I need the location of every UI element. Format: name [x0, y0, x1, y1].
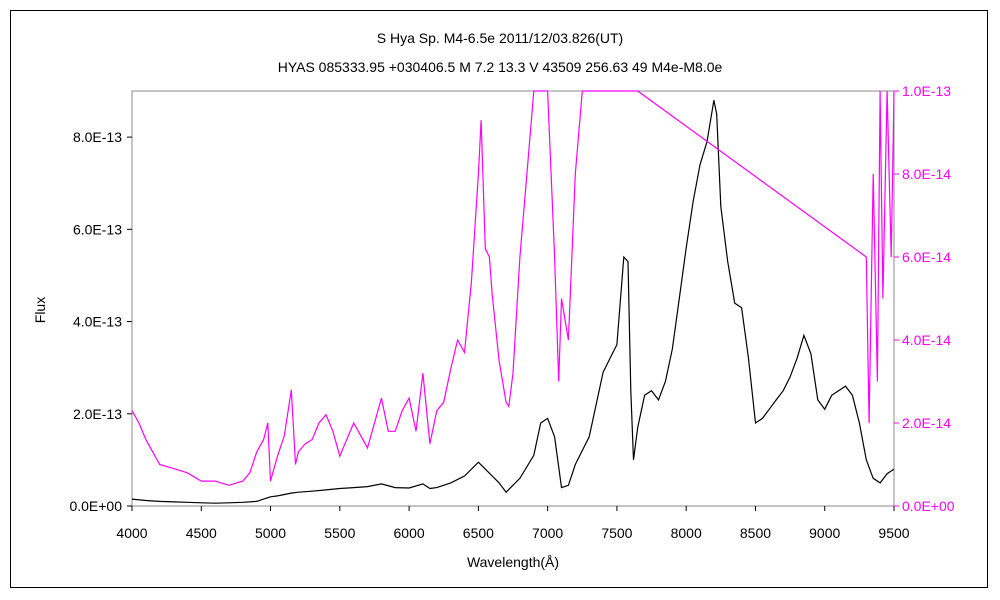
x-tick-label: 9000 [809, 525, 840, 541]
x-tick-label: 7500 [601, 525, 632, 541]
x-tick-label: 5500 [324, 525, 355, 541]
x-axis-label: Wavelength(Å) [467, 554, 559, 570]
y-tick-label-left: 0.0E+00 [69, 498, 122, 514]
x-tick-label: 5000 [255, 525, 286, 541]
y-axis-label: Flux [32, 297, 48, 323]
y-tick-label-left: 8.0E-13 [73, 129, 122, 145]
y-tick-label-left: 6.0E-13 [73, 221, 122, 237]
black-spectrum-line [131, 100, 895, 504]
x-tick-label: 7000 [532, 525, 563, 541]
x-tick-label: 4500 [186, 525, 217, 541]
y-tick-label-left: 4.0E-13 [73, 314, 122, 330]
plot-area [131, 90, 895, 507]
x-tick-label: 9500 [878, 525, 909, 541]
x-tick-label: 8000 [671, 525, 702, 541]
chart-title: S Hya Sp. M4-6.5e 2011/12/03.826(UT) [377, 30, 623, 46]
y-tick-label-right: 0.0E+00 [902, 498, 955, 514]
x-axis: 4000 4500 5000 5500 6000 6500 7000 7500 8000 8500… [116, 506, 910, 541]
y-tick-label-right: 4.0E-14 [902, 332, 951, 348]
x-tick-label: 4000 [116, 525, 147, 541]
chart-frame [10, 10, 988, 588]
y-tick-label-right: 8.0E-14 [902, 166, 951, 182]
magenta-spectrum-line [131, 90, 895, 486]
y-axis-right: 0.0E+00 2.0E-14 4.0E-14 6.0E-14 8.0E-14 1.0E-… [894, 83, 955, 514]
series-lines [131, 90, 895, 504]
x-tick-label: 8500 [740, 525, 771, 541]
x-tick-label: 6500 [463, 525, 494, 541]
y-tick-label-right: 2.0E-14 [902, 415, 951, 431]
x-tick-label: 6000 [394, 525, 425, 541]
chart-subtitle: HYAS 085333.95 +030406.5 M 7.2 13.3 V 43… [278, 59, 723, 75]
y-tick-label-left: 2.0E-13 [73, 406, 122, 422]
y-axis-left: 0.0E+00 2.0E-13 4.0E-13 6.0E-13 8.0E-13 [69, 129, 132, 514]
y-tick-label-right: 6.0E-14 [902, 249, 951, 265]
y-tick-label-right: 1.0E-13 [902, 83, 951, 99]
